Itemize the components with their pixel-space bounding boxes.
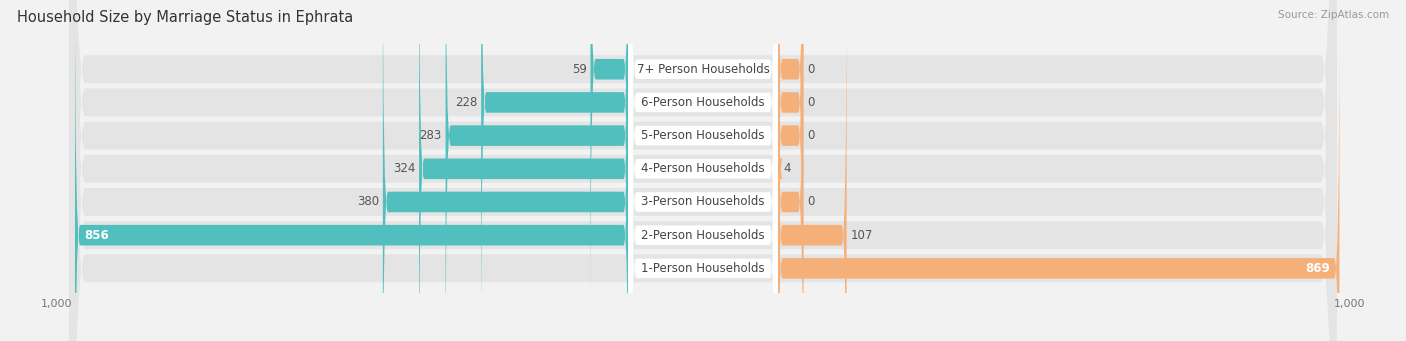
FancyBboxPatch shape	[69, 0, 1337, 341]
Text: 283: 283	[419, 129, 441, 142]
Text: 228: 228	[456, 96, 477, 109]
Text: 856: 856	[84, 229, 110, 242]
FancyBboxPatch shape	[628, 0, 778, 341]
Text: 380: 380	[357, 195, 380, 208]
Text: 5-Person Households: 5-Person Households	[641, 129, 765, 142]
FancyBboxPatch shape	[419, 0, 628, 341]
Text: 3-Person Households: 3-Person Households	[641, 195, 765, 208]
FancyBboxPatch shape	[481, 0, 628, 341]
FancyBboxPatch shape	[778, 0, 846, 341]
Text: 59: 59	[572, 63, 586, 76]
FancyBboxPatch shape	[75, 0, 628, 341]
Text: 1-Person Households: 1-Person Households	[641, 262, 765, 275]
FancyBboxPatch shape	[446, 0, 628, 341]
FancyBboxPatch shape	[69, 0, 1337, 341]
FancyBboxPatch shape	[628, 0, 778, 341]
FancyBboxPatch shape	[69, 0, 1337, 341]
FancyBboxPatch shape	[628, 0, 778, 341]
Text: 0: 0	[807, 63, 814, 76]
FancyBboxPatch shape	[382, 0, 628, 341]
Text: Source: ZipAtlas.com: Source: ZipAtlas.com	[1278, 10, 1389, 20]
Text: 7+ Person Households: 7+ Person Households	[637, 63, 769, 76]
FancyBboxPatch shape	[69, 0, 1337, 341]
FancyBboxPatch shape	[775, 0, 783, 341]
Text: 4: 4	[785, 162, 792, 175]
Text: 0: 0	[807, 96, 814, 109]
FancyBboxPatch shape	[778, 0, 803, 324]
FancyBboxPatch shape	[778, 0, 803, 341]
FancyBboxPatch shape	[778, 0, 803, 341]
Text: 0: 0	[807, 195, 814, 208]
FancyBboxPatch shape	[628, 0, 778, 341]
Text: 2-Person Households: 2-Person Households	[641, 229, 765, 242]
Text: 0: 0	[807, 129, 814, 142]
Text: Household Size by Marriage Status in Ephrata: Household Size by Marriage Status in Eph…	[17, 10, 353, 25]
Text: 324: 324	[392, 162, 415, 175]
Text: 107: 107	[851, 229, 873, 242]
Text: 6-Person Households: 6-Person Households	[641, 96, 765, 109]
FancyBboxPatch shape	[778, 13, 1340, 341]
FancyBboxPatch shape	[69, 0, 1337, 341]
FancyBboxPatch shape	[628, 0, 778, 341]
Text: 4-Person Households: 4-Person Households	[641, 162, 765, 175]
Legend: Family, Nonfamily: Family, Nonfamily	[624, 339, 782, 341]
FancyBboxPatch shape	[69, 0, 1337, 341]
FancyBboxPatch shape	[628, 0, 778, 341]
FancyBboxPatch shape	[628, 0, 778, 341]
FancyBboxPatch shape	[591, 0, 628, 324]
FancyBboxPatch shape	[69, 0, 1337, 341]
FancyBboxPatch shape	[778, 0, 803, 341]
Text: 869: 869	[1305, 262, 1330, 275]
